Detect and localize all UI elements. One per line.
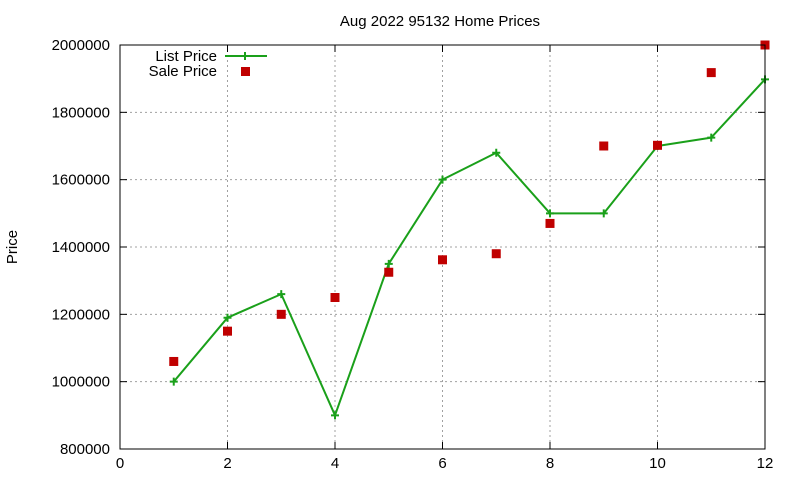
- list-price-point: [277, 290, 286, 299]
- axis-ticks: 800000 1000000 1200000 1400000 1600000 180000…: [52, 37, 774, 472]
- grid: [120, 45, 765, 449]
- list-price-point: [546, 209, 554, 218]
- x-tick-label: 6: [438, 455, 446, 472]
- x-tick-label: 2: [223, 455, 231, 472]
- list-price-point: [707, 133, 716, 142]
- y-tick-label: 800000: [60, 441, 110, 458]
- list-price-point: [223, 313, 232, 322]
- x-tick-label: 10: [649, 455, 666, 472]
- legend-label-sale-price: Sale Price: [149, 63, 217, 80]
- chart-title: Aug 2022 95132 Home Prices: [340, 13, 540, 30]
- sale-price-point: [599, 141, 609, 151]
- y-tick-label: 1200000: [52, 306, 110, 323]
- sale-price-point: [438, 255, 447, 265]
- plot-frame: [119, 44, 766, 450]
- series-line-list-price: [172, 78, 766, 417]
- sale-price-point: [330, 293, 340, 302]
- list-price-point: [169, 377, 178, 386]
- series-layer: [169, 40, 770, 420]
- y-tick-label: 1800000: [52, 104, 110, 121]
- y-tick-label: 2000000: [52, 37, 110, 54]
- sale-price-point: [706, 68, 716, 78]
- sale-price-point: [384, 267, 394, 277]
- list-price-point: [331, 411, 339, 420]
- x-tick-label: 8: [546, 455, 554, 472]
- sale-price-point: [276, 309, 286, 319]
- sale-price-point: [653, 140, 662, 150]
- legend: List Price Sale Price: [149, 48, 267, 80]
- sale-price-point: [545, 218, 555, 228]
- sale-price-point: [223, 326, 232, 336]
- legend-marker-list-price: [241, 52, 249, 60]
- x-tick-label: 12: [757, 455, 774, 472]
- y-tick-label: 1600000: [52, 172, 110, 189]
- y-tick-label: 1400000: [52, 239, 110, 256]
- y-tick-label: 1000000: [52, 374, 110, 391]
- legend-label-list-price: List Price: [155, 48, 217, 65]
- sale-price-point: [491, 249, 501, 259]
- x-tick-label: 0: [116, 455, 124, 472]
- y-axis-label: Price: [4, 230, 21, 264]
- legend-marker-sale-price: [241, 67, 250, 76]
- list-price-point: [438, 175, 447, 184]
- list-price-point: [599, 209, 608, 218]
- list-price-point: [492, 148, 501, 157]
- x-tick-label: 4: [331, 455, 339, 472]
- sale-price-point: [169, 356, 179, 366]
- list-price-point: [384, 259, 393, 268]
